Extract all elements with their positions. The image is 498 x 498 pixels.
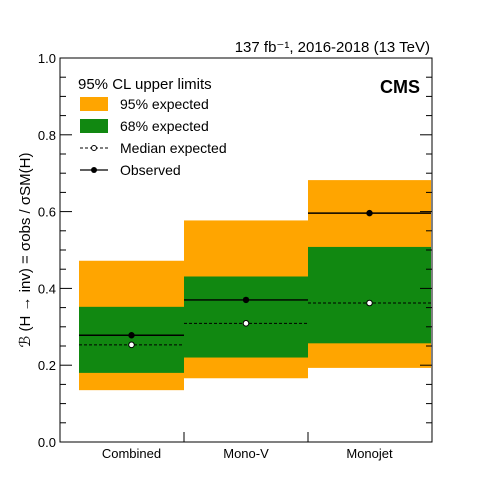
legend-label-68: 68% expected <box>120 118 209 134</box>
y-tick-label-1: 0.2 <box>38 358 56 373</box>
y-tick-label-5: 1.0 <box>38 51 56 66</box>
x-tick-label-0: Combined <box>102 446 161 461</box>
experiment-label: CMS <box>380 77 420 97</box>
y-tick-label-2: 0.4 <box>38 281 56 296</box>
x-tick-label-1: Mono-V <box>223 446 269 461</box>
band-68-1 <box>184 276 308 358</box>
lines-layer <box>79 209 431 349</box>
y-axis-label: ℬ (H → inv) = σobs / σSM(H) <box>17 153 34 348</box>
observed-marker-1 <box>242 296 250 304</box>
legend-title: 95% CL upper limits <box>78 76 212 93</box>
y-tick-label-3: 0.6 <box>38 205 56 220</box>
chart-header: 137 fb⁻¹, 2016-2018 (13 TeV) <box>235 39 430 56</box>
x-tick-label-2: Monojet <box>346 446 393 461</box>
median-marker-0 <box>128 341 135 349</box>
observed-marker-2 <box>366 209 373 217</box>
legend-marker-observed <box>91 167 97 173</box>
y-tick-label-4: 0.8 <box>38 128 56 143</box>
legend-label-95: 95% expected <box>120 96 209 112</box>
band-68-2 <box>308 246 431 344</box>
median-marker-2 <box>366 299 373 307</box>
bands-layer <box>79 180 431 391</box>
legend-marker-median <box>91 145 97 151</box>
ticks-layer: Combined Mono-V Monojet 0.0 0.2 0.4 0.6 0.8 1.0 <box>38 51 432 461</box>
median-marker-1 <box>242 320 250 327</box>
legend-swatch-95 <box>80 97 108 111</box>
observed-marker-0 <box>128 332 135 339</box>
y-tick-label-0: 0.0 <box>38 435 56 450</box>
legend-swatch-68 <box>80 119 108 133</box>
legend-label-median: Median expected <box>120 140 227 156</box>
legend-label-observed: Observed <box>120 162 181 178</box>
band-68-0 <box>79 306 184 373</box>
legend: 95% CL upper limits 95% expected 68% exp… <box>78 76 227 178</box>
plot-frame <box>59 57 433 443</box>
